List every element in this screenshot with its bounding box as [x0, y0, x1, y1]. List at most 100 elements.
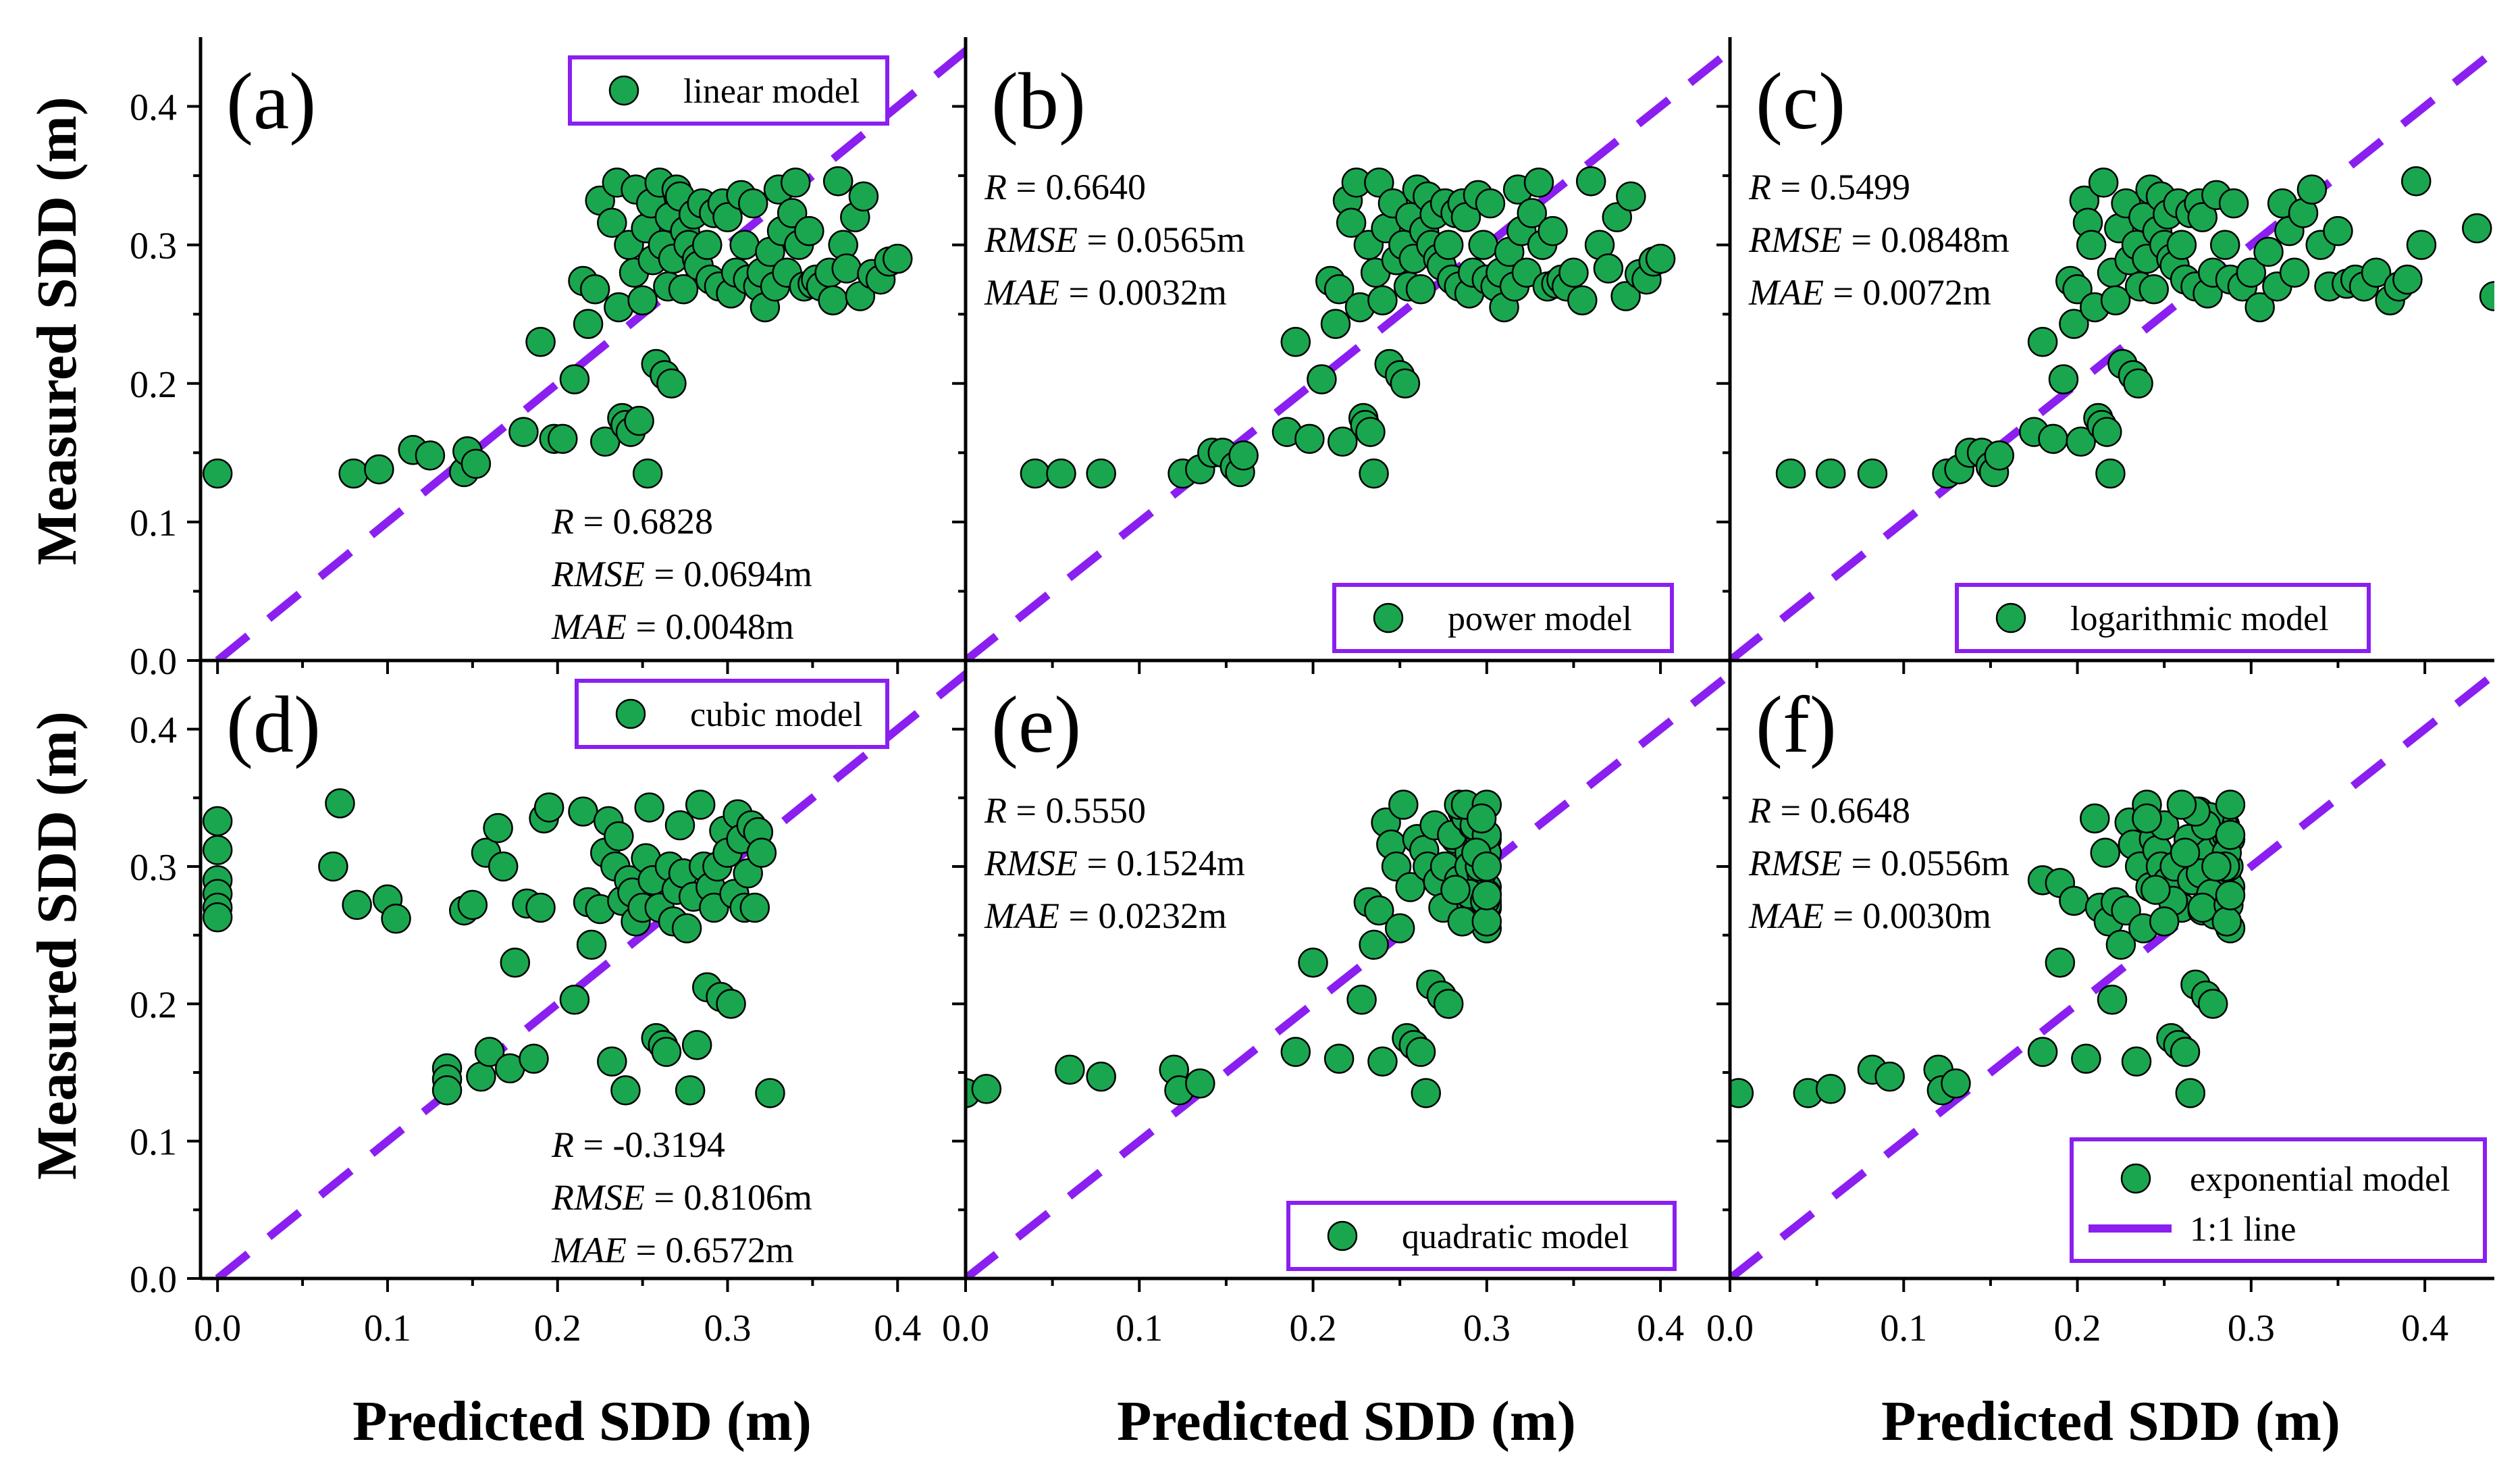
data-point	[692, 230, 723, 260]
data-points	[202, 788, 785, 1108]
x-axis-label-left: Predicted SDD (m)	[352, 1390, 812, 1453]
data-point	[2236, 257, 2267, 288]
legend-label: linear model	[683, 72, 860, 111]
stat-r: R = 0.6828	[551, 501, 713, 542]
stat-value: = 0.0232m	[1059, 896, 1227, 936]
x-tick-label: 0.0	[194, 1308, 241, 1349]
x-tick-label: 0.2	[1290, 1308, 1337, 1349]
data-point	[627, 285, 658, 315]
legend: linear model	[568, 55, 889, 126]
legend-marker	[608, 75, 639, 106]
x-tick-label: 0.4	[874, 1308, 921, 1349]
data-point	[2201, 851, 2232, 882]
data-point	[1602, 202, 1633, 232]
data-point	[1440, 875, 1471, 905]
data-point	[1390, 368, 1421, 399]
data-point	[675, 1075, 706, 1106]
stat-rmse: RMSE = 0.0556m	[1748, 843, 2010, 883]
data-point	[1328, 426, 1358, 457]
stat-name: MAE	[984, 272, 1059, 313]
data-point	[2027, 326, 2058, 357]
stat-value: = 0.1524m	[1078, 843, 1245, 883]
x-tick-label: 0.3	[704, 1308, 752, 1349]
data-point	[1384, 913, 1415, 943]
data-point	[2027, 1037, 2058, 1067]
data-point	[848, 181, 879, 212]
data-point	[1336, 207, 1367, 238]
legend: exponential model 1:1 line	[2070, 1137, 2487, 1263]
x-tick-label: 0.1	[364, 1308, 411, 1349]
x-tick-label: 0.2	[2054, 1308, 2101, 1349]
data-point	[831, 253, 862, 284]
data-point	[729, 230, 760, 260]
stat-value: = 0.6648	[1771, 790, 1910, 831]
data-point	[1558, 257, 1589, 288]
stat-name: RMSE	[551, 554, 645, 594]
x-tick-label: 0.0	[1706, 1308, 1754, 1349]
data-point	[2175, 1078, 2206, 1108]
data-point	[746, 837, 777, 868]
data-point	[651, 1037, 682, 1067]
stat-rmse: RMSE = 0.1524m	[984, 843, 1245, 883]
stat-name: MAE	[1748, 272, 1824, 313]
stat-name: R	[984, 167, 1007, 207]
stat-mae: MAE = 0.0232m	[984, 896, 1227, 936]
data-point	[1610, 281, 1641, 311]
y-axis-label-bottom: Measured SDD (m)	[26, 711, 88, 1180]
data-point	[2071, 1043, 2101, 1074]
data-point	[1046, 458, 1076, 489]
data-point	[2149, 906, 2180, 937]
data-point	[668, 274, 699, 305]
data-point	[2090, 837, 2120, 868]
stat-name: R	[551, 501, 574, 542]
data-point	[1323, 1043, 1355, 1074]
one-to-one-line	[215, 669, 966, 1278]
stat-name: RMSE	[1748, 219, 1842, 260]
data-point	[2092, 417, 2122, 447]
stat-value: = 0.5550	[1007, 790, 1146, 831]
legend-label: quadratic model	[1402, 1218, 1629, 1256]
data-point	[461, 448, 492, 479]
data-points	[1775, 166, 2494, 489]
data-point	[2066, 426, 2096, 457]
data-point	[1020, 458, 1051, 489]
data-point	[780, 167, 811, 198]
stat-r: R = 0.6648	[1748, 790, 1910, 831]
data-point	[1298, 948, 1328, 978]
y-tick-label: 0.1	[130, 1122, 177, 1164]
panel-e: 0.0 0.1 0.2 0.3 0.4 (e) R = 0.5550 RMSE = 0.152…	[942, 661, 1730, 1349]
y-tick-label: 0.4	[130, 87, 177, 129]
data-point	[738, 188, 768, 219]
panel-letter: (a)	[226, 56, 316, 146]
data-point	[2123, 368, 2153, 399]
x-tick-label: 0.4	[2401, 1308, 2448, 1349]
x-tick-label: 0.1	[1880, 1308, 1927, 1349]
data-point	[568, 796, 598, 827]
y-axis-label-top: Measured SDD (m)	[26, 97, 88, 565]
stat-name: RMSE	[551, 1177, 645, 1218]
data-point	[2076, 230, 2107, 260]
data-point	[2100, 285, 2131, 315]
data-point	[2218, 188, 2249, 219]
data-point	[1475, 188, 1506, 219]
one-to-one-line	[966, 45, 1730, 661]
data-point	[2400, 166, 2432, 197]
panel-letter: (d)	[226, 679, 321, 769]
data-point	[2215, 790, 2246, 820]
y-tick-label: 0.4	[130, 710, 177, 752]
data-point	[573, 309, 604, 339]
data-point	[2296, 174, 2328, 205]
data-point	[202, 902, 233, 933]
data-point	[2187, 202, 2218, 232]
data-points	[1020, 166, 1676, 489]
stat-rmse: RMSE = 0.8106m	[551, 1177, 812, 1218]
data-point	[2105, 929, 2136, 960]
legend-label: logarithmic model	[2070, 600, 2329, 638]
data-point	[1307, 364, 1337, 394]
y-tick-label: 0.3	[130, 226, 177, 267]
data-point	[579, 274, 610, 305]
stat-rmse: RMSE = 0.0694m	[551, 554, 812, 594]
data-points	[1730, 790, 2246, 1108]
data-point	[604, 821, 634, 852]
data-point	[2166, 230, 2197, 260]
